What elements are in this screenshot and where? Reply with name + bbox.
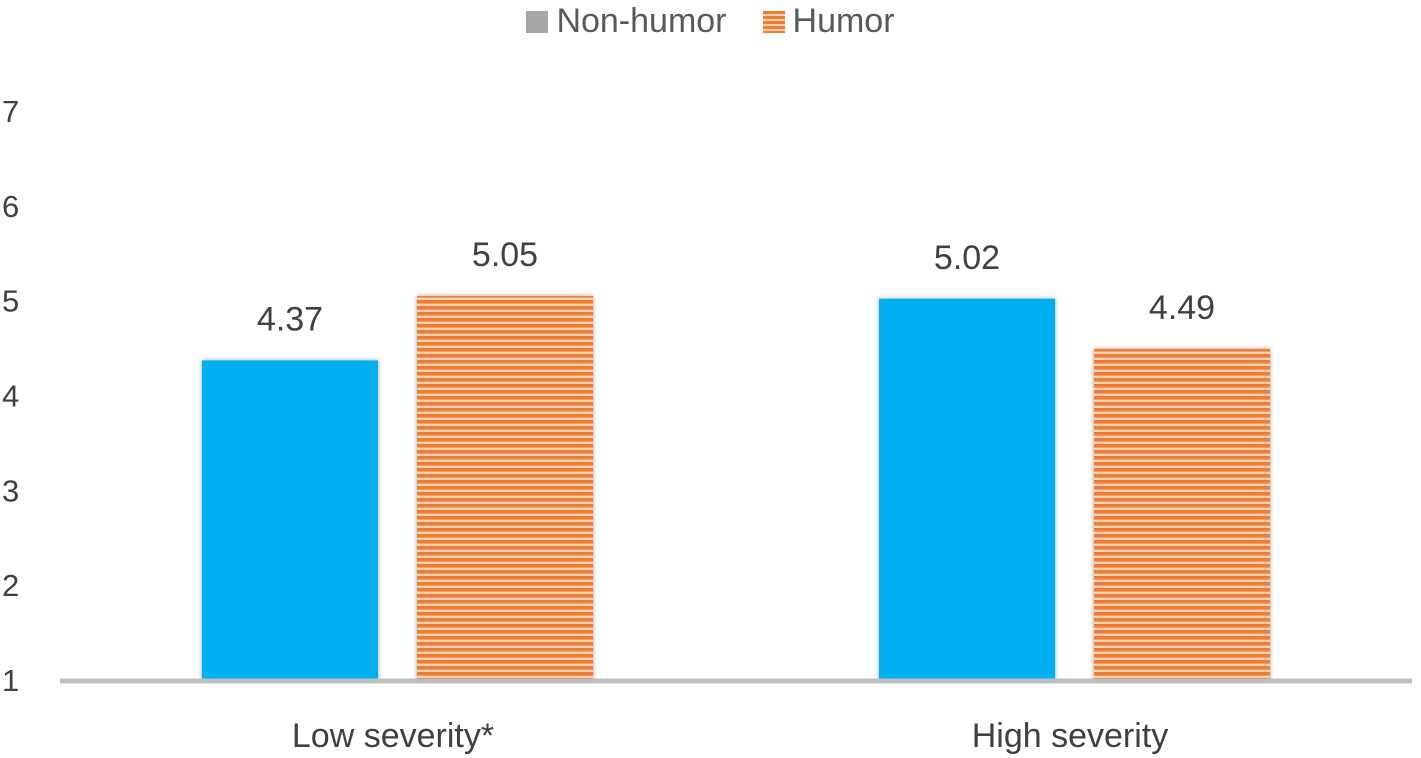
bar-humor xyxy=(417,295,593,680)
y-axis-ticks: 1 2 3 4 5 6 7 xyxy=(2,94,19,698)
y-tick-label: 3 xyxy=(2,473,19,508)
bar-humor xyxy=(1094,349,1270,680)
y-tick-label: 1 xyxy=(2,663,19,698)
x-category-label: High severity xyxy=(972,717,1169,755)
y-tick-label: 2 xyxy=(2,568,19,603)
y-tick-label: 5 xyxy=(2,284,19,319)
bar-non-humor xyxy=(202,360,378,680)
y-tick-label: 7 xyxy=(2,94,19,129)
x-category-label: Low severity* xyxy=(292,717,494,755)
legend-item-humor: Humor xyxy=(762,2,895,41)
y-tick-label: 6 xyxy=(2,189,19,224)
data-labels: 4.37 5.02 5.05 4.49 xyxy=(257,236,1215,338)
legend-label-non-humor: Non-humor xyxy=(556,2,727,40)
legend-swatch-non-humor xyxy=(526,10,549,33)
data-label: 5.05 xyxy=(472,236,538,274)
x-axis-categories: Low severity* High severity xyxy=(292,717,1168,755)
data-label: 5.02 xyxy=(934,239,1000,277)
legend-swatch-humor xyxy=(762,10,785,33)
y-tick-label: 4 xyxy=(2,379,19,414)
bars xyxy=(202,295,1270,680)
data-label: 4.49 xyxy=(1149,289,1215,327)
legend: Non-humor Humor xyxy=(0,2,1421,41)
legend-item-non-humor: Non-humor xyxy=(526,2,727,41)
bar-non-humor xyxy=(879,298,1055,680)
legend-label-humor: Humor xyxy=(792,2,895,40)
data-label: 4.37 xyxy=(257,300,323,338)
